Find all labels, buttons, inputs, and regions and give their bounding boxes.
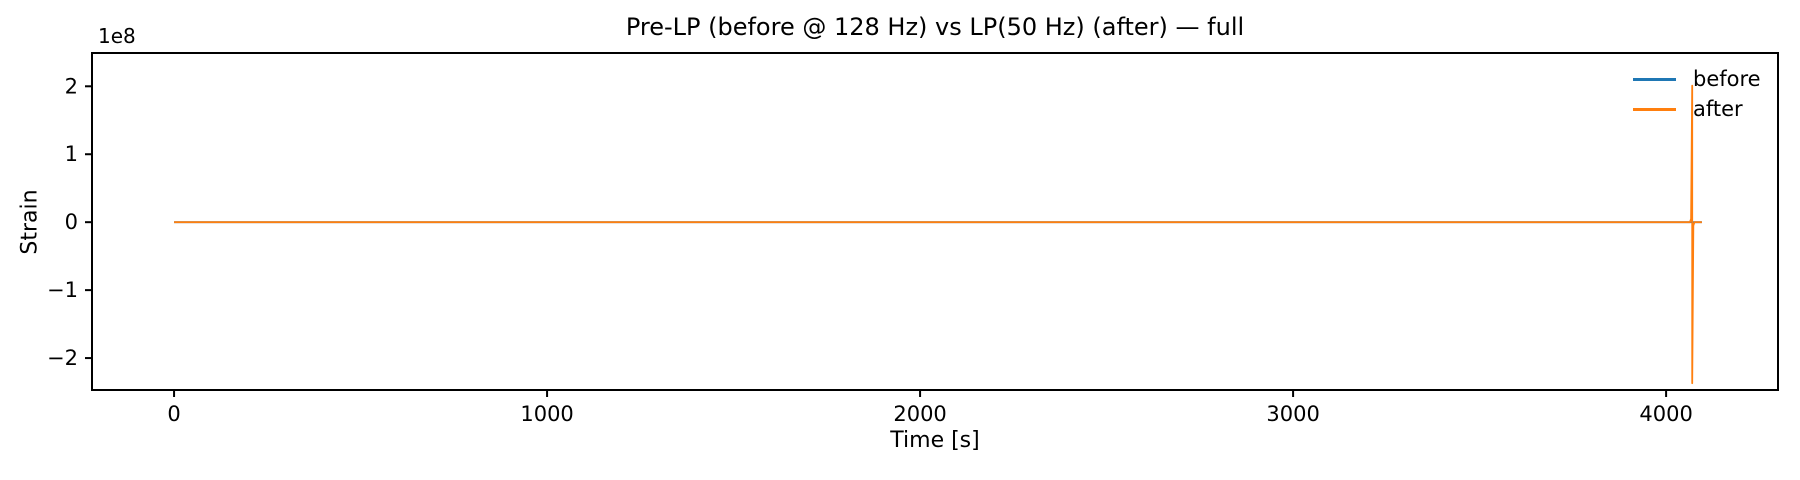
legend-line-swatch-after [1633, 107, 1676, 111]
y-tick-label: 2 [65, 74, 78, 98]
x-tick-label: 4000 [1639, 402, 1692, 426]
y-axis-label: Strain [17, 189, 43, 255]
legend-line-swatch-before [1633, 77, 1676, 81]
x-tick-label: 0 [167, 402, 180, 426]
y-tick-label: 1 [65, 142, 78, 166]
y-axis-ticks: 2 1 0 −1 −2 [47, 74, 92, 370]
legend-label-before: before [1693, 67, 1761, 91]
y-axis-offset-label: 1e8 [98, 24, 136, 48]
x-tick-label: 2000 [893, 402, 946, 426]
y-tick-label: 0 [65, 210, 78, 234]
y-tick-label: −1 [47, 278, 78, 302]
chart-title: Pre-LP (before @ 128 Hz) vs LP(50 Hz) (a… [625, 13, 1245, 41]
x-tick-label: 3000 [1266, 402, 1319, 426]
x-tick-label: 1000 [520, 402, 573, 426]
series-after-line [174, 84, 1702, 385]
x-axis-label: Time [s] [890, 428, 980, 453]
legend-label-after: after [1693, 97, 1743, 121]
legend-entry-after: after [1633, 94, 1761, 124]
legend: before after [1633, 64, 1761, 124]
y-tick-label: −2 [47, 346, 78, 370]
legend-entry-before: before [1633, 64, 1761, 94]
x-axis-ticks: 0 1000 2000 3000 4000 [167, 390, 1693, 426]
